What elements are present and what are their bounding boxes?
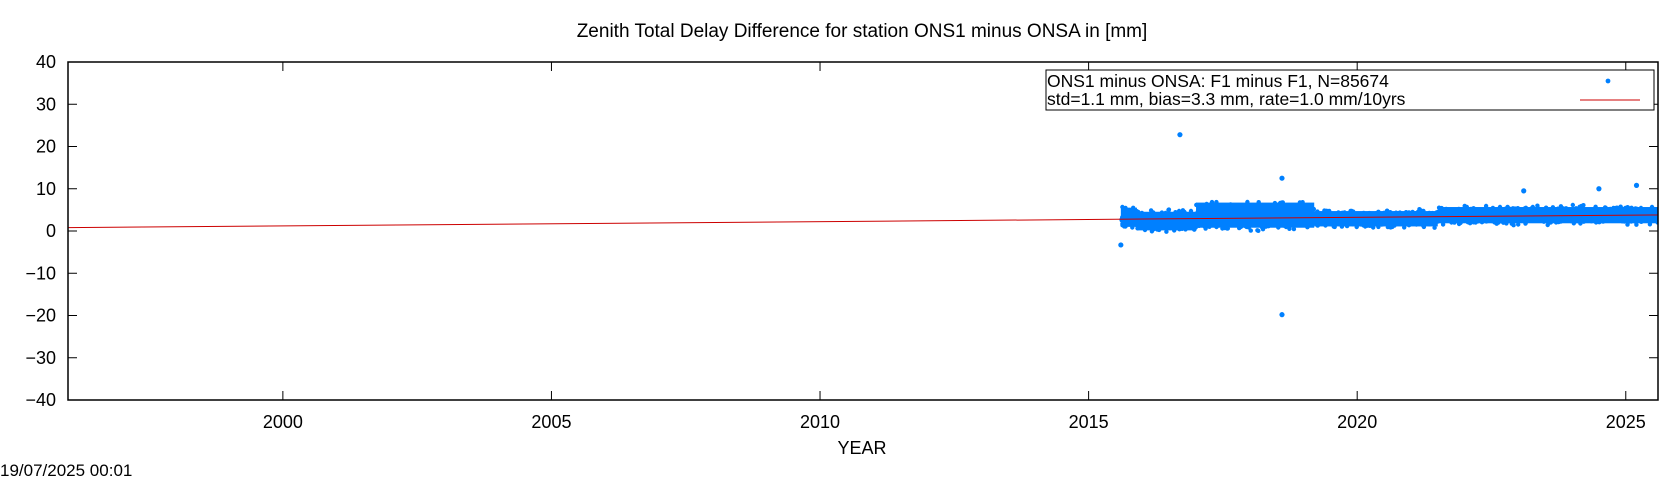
scatter-outlier (1596, 186, 1602, 192)
x-tick-label: 2025 (1606, 412, 1646, 432)
scatter-point (1255, 228, 1260, 233)
y-tick-label: 20 (36, 137, 56, 157)
timestamp: 19/07/2025 00:01 (0, 461, 133, 480)
x-tick-label: 2005 (531, 412, 571, 432)
scatter-outlier (1521, 188, 1527, 194)
scatter-point (1462, 203, 1467, 209)
scatter-point (1148, 208, 1154, 213)
scatter-point (1570, 202, 1576, 208)
scatter-outlier (1177, 132, 1183, 138)
scatter-density (1120, 207, 1137, 227)
legend-entry-points: ONS1 minus ONSA: F1 minus F1, N=85674 (1047, 71, 1389, 91)
scatter-density (1136, 211, 1197, 231)
x-tick-label: 2020 (1337, 412, 1377, 432)
y-tick-label: −30 (25, 348, 56, 368)
scatter-point (1180, 208, 1186, 213)
scatter-outlier (1279, 312, 1285, 318)
plot-area (68, 132, 1658, 318)
legend: ONS1 minus ONSA: F1 minus F1, N=85674std… (1045, 69, 1655, 111)
legend-entry-line: std=1.1 mm, bias=3.3 mm, rate=1.0 mm/10y… (1047, 89, 1406, 109)
y-tick-label: −10 (25, 263, 56, 283)
scatter-outlier (1118, 242, 1124, 248)
x-axis-label: YEAR (837, 438, 886, 458)
y-tick-label: 40 (36, 52, 56, 72)
scatter-density (1314, 211, 1438, 227)
chart-title: Zenith Total Delay Difference for statio… (577, 21, 1148, 42)
plot-frame (67, 61, 1659, 401)
scatter-point (1417, 207, 1422, 212)
scatter-point (1248, 228, 1254, 233)
scatter-outlier (1633, 182, 1640, 188)
scatter-point (1625, 222, 1630, 227)
scatter-density (1196, 202, 1315, 228)
scatter-point (1166, 207, 1172, 212)
scatter-point (1291, 226, 1297, 232)
scatter-density (1437, 207, 1658, 224)
legend-box (1045, 69, 1655, 111)
x-tick-label: 2010 (800, 412, 840, 432)
scatter-point (1164, 229, 1169, 234)
scatter-point (1545, 222, 1550, 228)
scatter-point (1432, 225, 1437, 230)
y-tick-label: −40 (25, 390, 56, 410)
y-tick-label: −20 (25, 306, 56, 326)
y-tick-label: 0 (46, 221, 56, 241)
x-tick-label: 2015 (1069, 412, 1109, 432)
y-tick-label: 10 (36, 179, 56, 199)
scatter-series (1118, 132, 1658, 318)
x-tick-label: 2000 (263, 412, 303, 432)
scatter-outlier (1279, 175, 1285, 181)
scatter-point (1535, 203, 1540, 208)
legend-point-sample (1605, 78, 1611, 84)
y-tick-label: 30 (36, 94, 56, 114)
trend-line (68, 214, 1658, 229)
scatter-point (1516, 222, 1521, 227)
